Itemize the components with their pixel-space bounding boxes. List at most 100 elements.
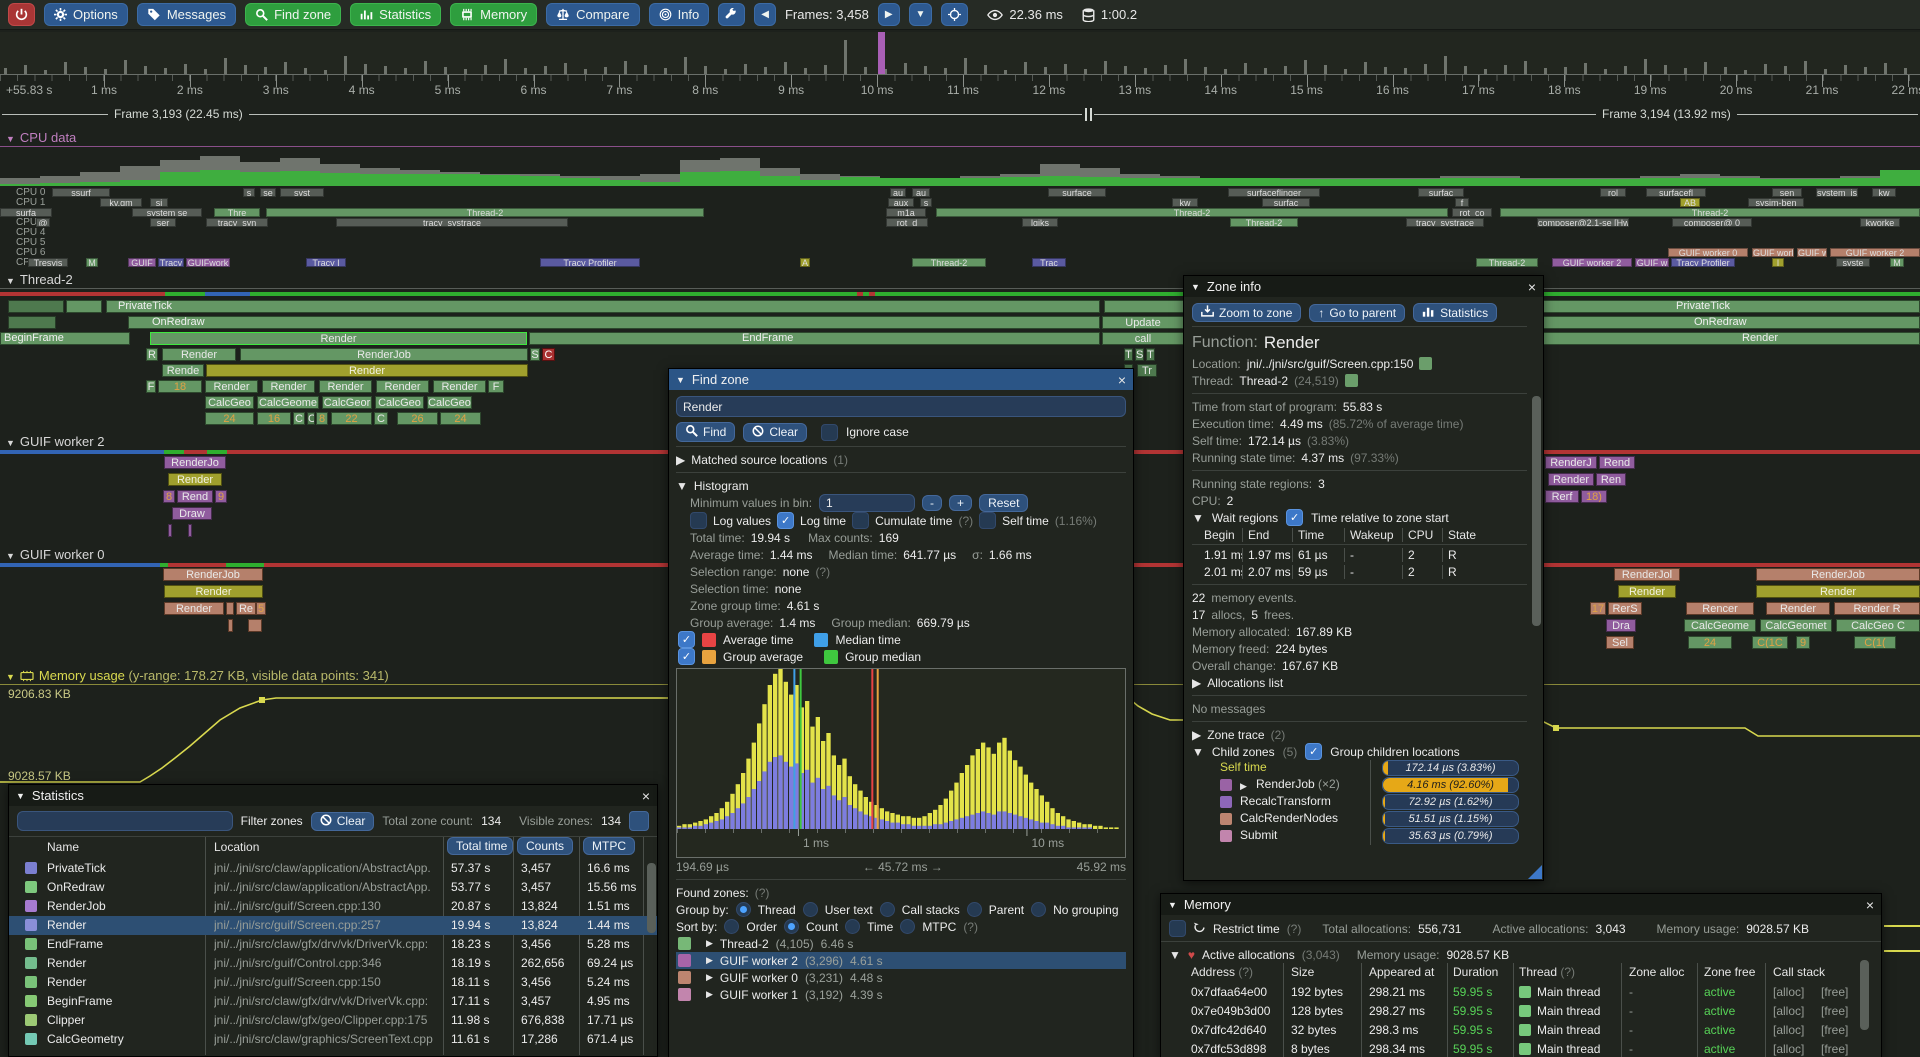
next-frame-button[interactable]: ▶ [877,3,900,26]
cpu-zone[interactable]: GUIF worker 2 [1830,248,1920,257]
clear-button[interactable]: Clear [743,422,808,442]
timeline-zone[interactable]: Re [236,602,256,615]
col-address[interactable]: Address (?) [1191,965,1254,979]
group-by-radio-user-text[interactable] [802,902,818,917]
thread-header[interactable]: ▼ GUIF worker 2 [6,434,105,449]
timeline-zone[interactable]: Render [164,585,263,598]
timeline-zone[interactable]: CalcGeo [375,396,424,409]
col-location[interactable]: Location [214,840,260,854]
table-row[interactable]: CalcGeometry jni/../jni/src/claw/graphics… [9,1030,657,1049]
expand-icon[interactable]: ▶ [1192,727,1202,742]
cpu-zone[interactable]: @ [36,218,50,227]
timeline-zone[interactable]: CalcGeor [322,396,372,409]
timeline-zone[interactable]: 9 [215,490,227,503]
timeline-zone[interactable]: 8 [163,490,175,503]
timeline-zone[interactable]: call [1102,332,1184,345]
thread-header[interactable]: ▼ GUIF worker 0 [6,547,105,562]
expand-icon[interactable]: ▶ [706,989,713,999]
timeline-zone[interactable]: Render R [1834,602,1920,615]
table-row[interactable]: Render jni/../jni/src/guif/Control.cpp:34… [9,954,657,973]
child-zone-row[interactable]: ▶ RenderJob (×2) 4.16 ms (92.60%) [1192,777,1527,794]
cpu-zone[interactable]: Thread-2 [1500,208,1920,217]
timeline-zone[interactable]: Dra [1606,619,1636,632]
timeline-zone[interactable]: Render [162,348,236,361]
collapse-icon[interactable]: ▼ [1169,947,1181,962]
alloc-callstack-alloc[interactable]: [alloc] [1773,1042,1805,1056]
group-by-radio-thread[interactable] [735,902,751,917]
cpu-zone[interactable]: AB [1680,198,1700,207]
timeline-zone[interactable]: 8 [316,412,328,425]
timeline-zone[interactable]: Render [1618,585,1676,598]
child-zone-row[interactable]: Submit 35.63 µs (0.79%) [1192,828,1527,845]
found-zone-row[interactable]: ▶ GUIF worker 2 (3,296) 4.61 s [676,952,1126,969]
timeline-zone[interactable]: Render [1766,602,1830,615]
group-by-radio-call-stacks[interactable] [879,902,895,917]
collapse-icon[interactable]: ▼ [1191,281,1200,292]
cpu-zone[interactable]: composer@2.1-se [Hw [1537,218,1629,227]
cpu-zone[interactable]: au [912,188,930,197]
timeline-zone[interactable]: RenderJo [164,456,226,469]
found-zone-row[interactable]: ▶ GUIF worker 1 (3,192) 4.39 s [676,986,1126,1003]
clear-filter-button[interactable]: Clear [310,811,375,831]
log-values-checkbox[interactable] [690,512,707,529]
col-zone-alloc[interactable]: Zone alloc [1629,965,1685,979]
cpu-zone[interactable]: GUIF work [1752,248,1794,257]
cpu-zone[interactable]: I [1772,258,1784,267]
timeline-zone[interactable]: Render [262,380,315,393]
messages-button[interactable]: Messages [136,3,237,26]
timeline-zone[interactable] [168,524,172,537]
timing-button[interactable] [629,811,649,831]
min-values-input[interactable] [819,494,916,512]
cpu-zone[interactable]: kv.gm [100,198,142,207]
info-button[interactable]: Info [648,3,710,26]
cpu-zone[interactable]: GUIF worker 2 [1552,258,1632,267]
cpu-zone[interactable]: composer@ 0 [1672,218,1752,227]
timeline-zone[interactable]: T [1146,348,1155,361]
cpu-zone[interactable]: au [890,188,906,197]
alloc-callstack-alloc[interactable]: [alloc] [1773,1023,1805,1037]
timeline-zone[interactable]: CalcGeo [205,396,254,409]
statistics-table[interactable]: Name Location Total time Counts MTPC PrivateT… [9,837,657,1055]
table-row[interactable]: Render jni/../jni/src/guif/Screen.cpp:150… [9,973,657,992]
timeline-zone[interactable]: C [374,412,388,425]
found-zone-row[interactable]: ▶ GUIF worker 0 (3,231) 4.48 s [676,969,1126,986]
log-time-checkbox[interactable]: ✓ [777,512,795,529]
expand-icon[interactable]: ▶ [1192,675,1202,690]
cpu-zone[interactable]: sen [1772,188,1802,197]
timeline-zone[interactable]: 17 [1590,602,1606,615]
timeline-zone[interactable]: Render [1756,585,1920,598]
cpu-zone[interactable]: syste [1836,258,1870,267]
found-zone-row[interactable]: ▶ Thread-2 (4,105) 6.46 s [676,935,1126,952]
scrollbar[interactable] [647,863,656,933]
child-zone-row[interactable]: CalcRenderNodes 51.51 µs (1.15%) [1192,811,1527,828]
timeline-zone[interactable]: Render [1548,473,1594,486]
timeline-zone[interactable] [188,524,192,537]
alloc-callstack-free[interactable]: [free] [1821,1042,1849,1056]
col-duration[interactable]: Duration [1453,965,1499,979]
close-icon[interactable]: × [1527,278,1536,295]
collapse-icon[interactable]: ▼ [676,374,685,385]
timeline-zone[interactable]: 24 [205,412,254,425]
cpu-zone[interactable]: surfac [1418,188,1464,197]
timeline-zone[interactable]: Render [164,602,224,615]
collapse-icon[interactable]: ▼ [1192,744,1204,759]
statistics-button[interactable]: Statistics [350,3,442,26]
frames-overview-strip[interactable] [0,32,1920,74]
cpu-zone[interactable]: Thread-2 [1230,218,1298,227]
alloc-callstack-free[interactable]: [free] [1821,1023,1849,1037]
timeline-zone[interactable]: 18) [1581,490,1607,503]
time-ruler[interactable]: +55.83 s 1 ms 2 ms 3 ms 4 ms 5 ms 6 ms 7 ms 8 ms… [0,74,1920,105]
timeline-zone[interactable]: S [1135,348,1144,361]
collapse-icon[interactable]: ▼ [676,478,688,493]
col-mtpc[interactable]: MTPC [583,837,635,855]
timeline-zone[interactable]: Update [1102,316,1184,329]
memory-titlebar[interactable]: ▼ Memory × [1161,894,1881,915]
cpu-zone[interactable]: f [1455,198,1469,207]
timeline-zone[interactable]: Rerf [1545,490,1579,503]
cpu-zone[interactable]: tracy_syn [206,218,268,227]
timeline-zone[interactable]: RenderJol [1614,568,1680,581]
sort-by-radio-order[interactable] [724,919,740,934]
cpu-zone[interactable]: rot_d [886,218,928,227]
cpu-zone[interactable]: Tracy Profiler [540,258,640,267]
table-row[interactable]: EndFrame jni/../jni/src/claw/gfx/drv/vk/D… [9,935,657,954]
